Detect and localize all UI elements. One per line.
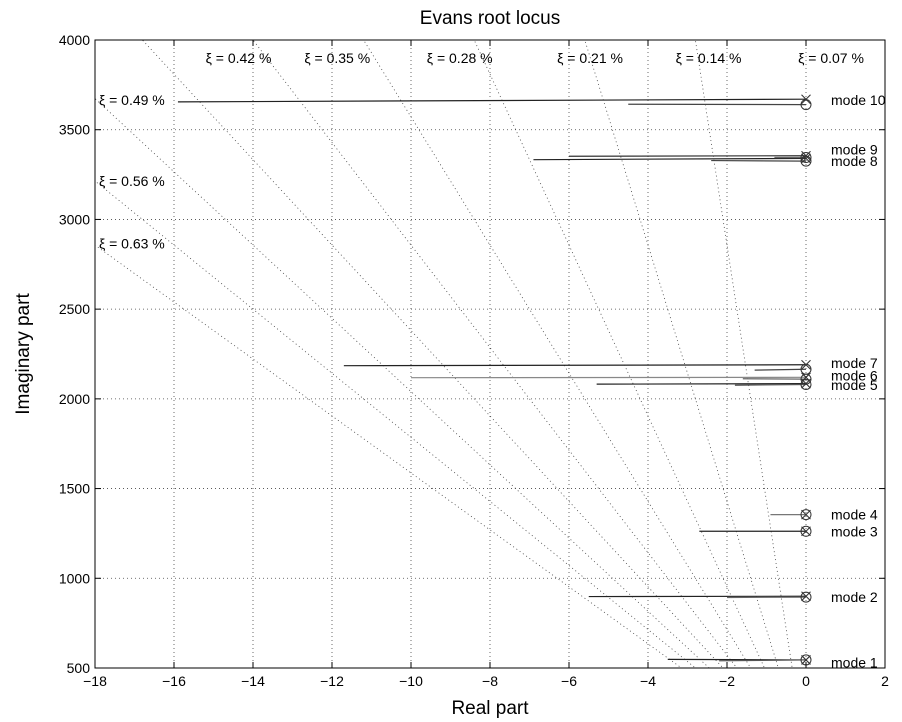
locus-branch [343, 364, 807, 367]
mode-label: mode 5 [831, 377, 878, 393]
damping-label: ξ = 0.49 % [99, 92, 165, 108]
locus-branch [719, 659, 807, 662]
damping-label: ξ = 0.56 % [99, 173, 165, 189]
damping-line [95, 98, 710, 668]
pole-marker [801, 509, 811, 520]
pole-marker [801, 94, 811, 105]
damping-line [363, 40, 752, 668]
x-tick-label: −2 [719, 673, 735, 689]
damping-label: ξ = 0.35 % [304, 50, 370, 66]
zero-marker [800, 509, 812, 521]
locus-branch [734, 383, 807, 386]
x-tick-label: 0 [802, 673, 810, 689]
pole-marker [801, 655, 811, 665]
damping-line [473, 40, 765, 668]
y-tick-label: 1500 [59, 481, 90, 497]
locus-branch [177, 98, 807, 103]
damping-label: ξ = 0.63 % [99, 236, 165, 252]
damping-label: ξ = 0.14 % [676, 50, 742, 66]
pole-marker [801, 591, 811, 602]
mode-label: mode 10 [831, 92, 886, 108]
locus-branch [754, 368, 807, 371]
y-tick-label: 3500 [59, 122, 90, 138]
damping-line [584, 40, 779, 668]
grid [95, 40, 885, 668]
damping-line [252, 40, 738, 668]
zero-marker [800, 591, 812, 603]
axis-ticks: −18 −16 −14 −12 −10 −8 −6 −4 −2 0 2500100015002000… [59, 32, 889, 689]
damping-lines [95, 40, 793, 668]
annotations: ξ = 0.07 % ξ = 0.14 % ξ = 0.21 % ξ = 0.28 %… [99, 50, 886, 671]
pole-marker [801, 150, 811, 161]
y-tick-label: 2500 [59, 301, 90, 317]
mode-label: mode 4 [831, 507, 878, 523]
x-tick-label: −14 [241, 673, 265, 689]
pole-marker [801, 372, 811, 383]
plot-frame [94, 39, 886, 669]
y-tick-label: 500 [67, 660, 91, 676]
y-axis-title: Imaginary part [13, 293, 34, 415]
x-tick-label: 2 [881, 673, 889, 689]
mode-label: mode 9 [831, 141, 878, 157]
damping-label: ξ = 0.42 % [206, 50, 272, 66]
pole-marker [801, 359, 811, 370]
damping-line [694, 40, 793, 668]
locus-branch [533, 157, 807, 161]
x-tick-label: −6 [561, 673, 577, 689]
y-tick-label: 2000 [59, 391, 90, 407]
x-tick-label: −8 [482, 673, 498, 689]
zero-marker [800, 379, 812, 391]
y-tick-label: 4000 [59, 32, 90, 48]
mode-label: mode 6 [831, 368, 878, 384]
mode-label: mode 2 [831, 589, 878, 605]
mode-label: mode 3 [831, 523, 878, 539]
pole-zero-markers [800, 94, 812, 666]
pole-marker [801, 526, 811, 537]
locus-branch [596, 383, 807, 385]
mode-label: mode 7 [831, 355, 878, 371]
locus-branch [568, 155, 807, 157]
chart-title: Evans root locus [420, 8, 560, 29]
mode-label: mode 8 [831, 153, 878, 169]
locus-branch [711, 159, 807, 162]
x-tick-label: −10 [399, 673, 423, 689]
zero-marker [800, 525, 812, 537]
damping-label: ξ = 0.07 % [798, 50, 864, 66]
damping-line [95, 244, 683, 668]
locus-branches [177, 98, 807, 662]
x-tick-label: −18 [83, 673, 107, 689]
damping-line [95, 180, 697, 668]
x-axis-title: Real part [451, 698, 529, 719]
y-tick-label: 3000 [59, 211, 90, 227]
zero-marker [800, 152, 812, 164]
x-tick-label: −4 [640, 673, 656, 689]
x-tick-label: −16 [162, 673, 186, 689]
mode-label: mode 1 [831, 655, 878, 671]
x-tick-label: −12 [320, 673, 344, 689]
damping-line [141, 40, 724, 668]
y-tick-label: 1000 [59, 570, 90, 586]
damping-label: ξ = 0.21 % [557, 50, 623, 66]
damping-label: ξ = 0.28 % [427, 50, 493, 66]
